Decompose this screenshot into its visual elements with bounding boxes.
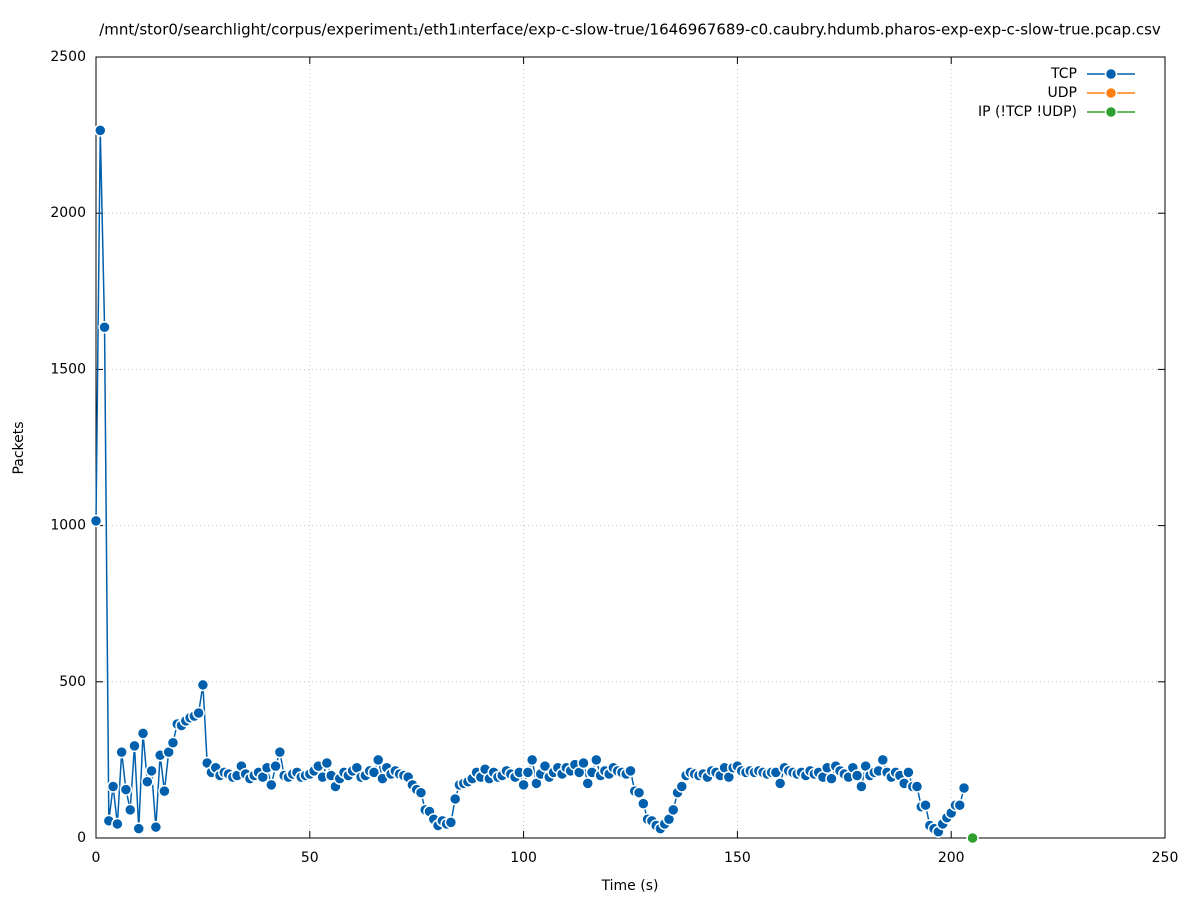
x-tick-label: 100 [510,850,537,866]
data-point [590,753,603,767]
data-point [265,778,278,792]
y-tick-label: 500 [59,674,86,690]
data-point [119,783,133,796]
data-point [902,766,915,779]
data-point [850,769,864,782]
data-point [166,736,180,749]
x-axis-label: Time (s) [601,878,659,894]
data-point [667,803,680,817]
data-point [919,798,932,812]
y-axis-label: Packets [11,421,27,474]
data-point [855,780,868,793]
y-tick-label: 0 [77,830,86,846]
legend-label: UDP [1048,85,1077,101]
legend-marker [1104,67,1118,81]
data-point [448,792,462,806]
legend-marker [1104,105,1118,119]
data-point [624,764,637,778]
x-tick-label: 50 [301,850,319,866]
data-point [136,727,150,740]
data-point [111,817,124,831]
data-point [145,764,158,778]
data-point [521,766,535,779]
x-tick-label: 150 [724,850,751,866]
data-point [953,798,967,812]
data-point [517,778,530,792]
data-point [123,803,137,817]
data-point [115,745,128,759]
data-point [637,797,650,810]
data-point [825,772,838,785]
legend-label: IP (!TCP !UDP) [978,104,1077,120]
y-tick-label: 2000 [50,205,86,221]
x-tick-label: 200 [938,850,965,866]
data-point [192,706,205,720]
data-point [106,780,120,793]
data-point [149,820,163,834]
data-point [966,831,979,845]
data-point [320,756,334,770]
data-point [141,775,154,789]
y-tick-label: 1000 [50,518,86,534]
data-point [675,780,689,793]
data-point [876,753,890,767]
chart-title: /mnt/stor0/searchlight/corpus/experiment… [99,21,1161,39]
y-tick-label: 1500 [50,361,86,377]
y-tick-label: 2500 [50,49,86,65]
x-tick-label: 0 [92,850,101,866]
data-point [367,766,381,779]
legend-label: TCP [1050,66,1077,82]
data-point [910,780,924,793]
plot-frame [95,56,1166,839]
data-point [632,786,646,799]
series-line [95,130,965,833]
data-point [577,756,590,770]
data-point [158,784,171,798]
data-point [371,753,385,767]
data-point [269,759,282,773]
data-point [957,781,971,795]
data-point [581,777,594,790]
data-point [525,753,539,767]
data-point [444,816,458,829]
data-point [273,745,287,759]
data-point [196,678,210,692]
data-point [132,822,146,835]
data-point [414,786,428,799]
x-tick-label: 250 [1152,850,1179,866]
data-point [128,739,141,753]
data-point [773,777,787,790]
data-point [98,320,111,334]
data-point [89,514,103,528]
legend-marker [1104,86,1118,100]
data-point [538,759,552,773]
data-point [94,124,107,137]
